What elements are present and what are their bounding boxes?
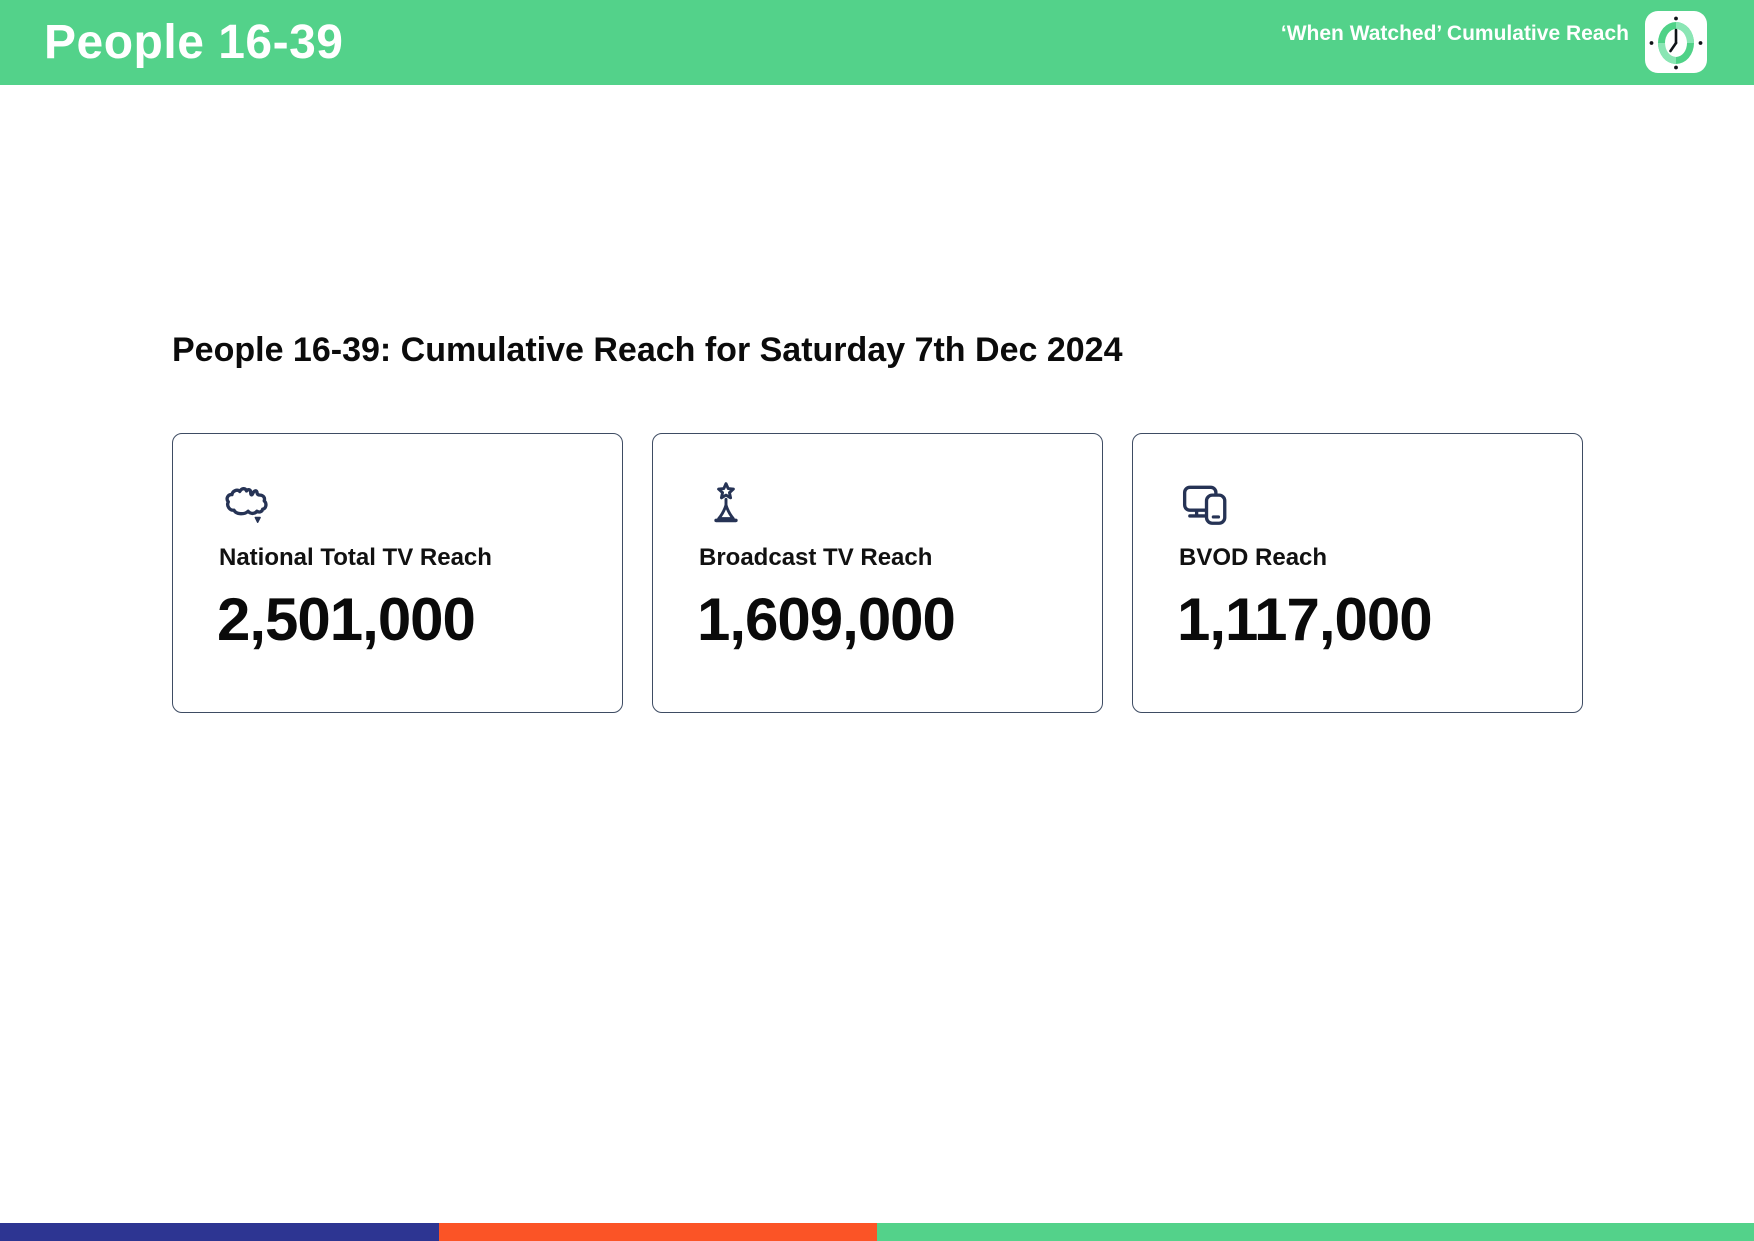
card-value: 1,117,000 (1177, 586, 1433, 653)
report-subtitle: ‘When Watched’ Cumulative Reach (1280, 22, 1629, 45)
broadcast-tv-reach-card: Broadcast TV Reach 1,609,000 (652, 433, 1103, 713)
national-total-tv-reach-card: National Total TV Reach 2,501,000 (172, 433, 623, 713)
australia-map-icon (221, 480, 271, 530)
footer-color-bar (0, 1223, 1754, 1241)
footer-orange-segment (438, 1223, 877, 1241)
page-title: People 16-39 (44, 16, 344, 69)
tv-and-mobile-devices-icon (1181, 480, 1231, 530)
page-heading: People 16-39: Cumulative Reach for Satur… (172, 331, 1123, 369)
header-right: ‘When Watched’ Cumulative Reach (1281, 11, 1707, 73)
stat-cards-row: National Total TV Reach 2,501,000 Broadc… (172, 433, 1583, 713)
card-label: National Total TV Reach (219, 544, 492, 571)
footer-blue-segment (0, 1223, 439, 1241)
card-value: 1,609,000 (697, 586, 956, 653)
card-value: 2,501,000 (217, 586, 476, 653)
header: People 16-39 ‘When Watched’ Cumulative R… (0, 0, 1754, 85)
card-label: BVOD Reach (1179, 544, 1328, 571)
footer-green-segment (877, 1223, 1754, 1241)
bvod-reach-card: BVOD Reach 1,117,000 (1132, 433, 1583, 713)
broadcast-tower-icon (701, 480, 751, 530)
card-label: Broadcast TV Reach (699, 544, 933, 571)
clock-icon (1645, 11, 1707, 73)
